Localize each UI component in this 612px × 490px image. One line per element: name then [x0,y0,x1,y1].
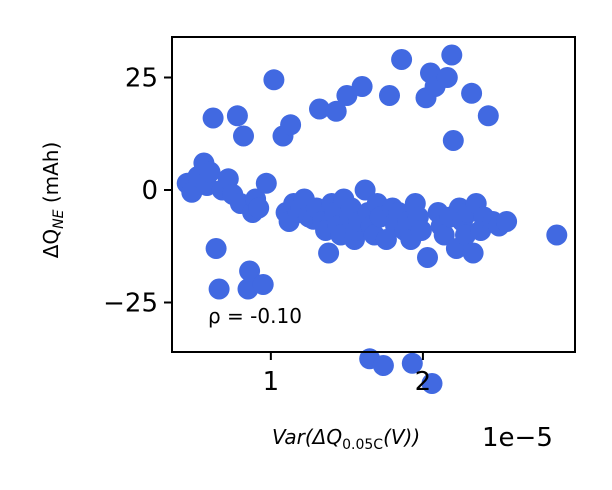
data-point [441,44,463,66]
data-point [442,130,464,151]
data-point [417,247,438,268]
x-tick-label: 2 [415,367,432,397]
x-axis-label-main: Var(ΔQ [272,425,342,449]
data-point [309,98,330,120]
data-point [410,220,432,241]
y-tick-label: 25 [125,64,158,94]
data-point [546,224,568,246]
data-point [318,242,340,264]
data-point [252,274,274,295]
data-point [263,69,285,91]
data-point [436,67,458,88]
data-point [208,278,230,300]
data-point [202,107,224,129]
x-axis-label-sub: 0.05C [342,437,383,453]
data-point [401,352,423,374]
y-tick-label: 0 [141,176,158,206]
x-tick-label: 1 [263,367,280,397]
data-point [325,100,347,122]
data-point [248,197,270,219]
data-point [336,85,358,106]
data-point [462,242,484,264]
x-axis-label-tail: (V)) [383,425,420,449]
data-point [391,49,413,70]
data-point [205,238,227,259]
data-point [199,161,221,183]
data-points [176,44,568,394]
data-point [351,76,373,97]
y-axis-label-tail: (mAh) [39,142,63,210]
y-axis-label-sub: NE [51,209,67,228]
y-tick-label: −25 [103,289,158,319]
data-point [379,85,400,106]
data-point [239,260,261,282]
plot-frame [171,36,576,353]
data-point [354,179,376,201]
data-point [433,224,455,246]
correlation-annotation: ρ = -0.10 [208,304,302,328]
data-point [496,211,518,232]
data-point [477,105,499,127]
y-axis-label: ΔQNE (mAh) [39,142,67,259]
y-axis-label-main: ΔQ [39,229,63,258]
data-point [461,82,483,104]
data-point [255,172,277,194]
data-point [421,373,443,394]
data-point [280,114,302,136]
y-axis-ticks: −25 0 25 [103,64,172,319]
x-axis-offset-text: 1e−5 [482,423,553,453]
data-point [233,125,254,147]
data-point [226,105,248,127]
x-axis-label: Var(ΔQ0.05C(V)) [272,425,420,453]
data-point [372,355,394,376]
